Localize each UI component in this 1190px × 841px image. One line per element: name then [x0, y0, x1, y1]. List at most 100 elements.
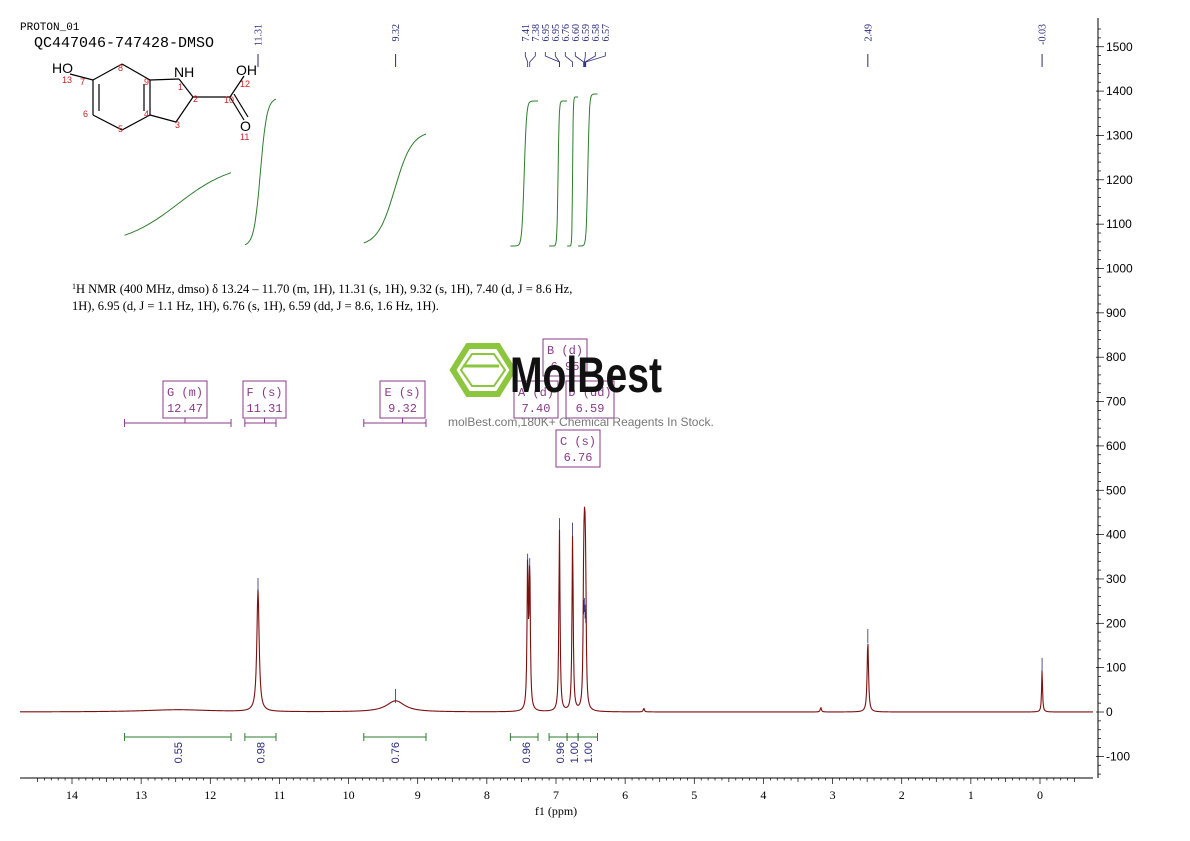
sample-title: QC447046-747428-DMSO: [34, 35, 214, 52]
peak-label: 6.95: [541, 24, 552, 42]
x-axis-tick-label: 14: [66, 788, 78, 802]
y-axis-tick-label: 1300: [1106, 128, 1133, 142]
peak-label: 7.41: [521, 24, 532, 42]
peak-label: 6.58: [591, 24, 602, 42]
spectrum: [20, 506, 1093, 713]
integral-curve: [124, 172, 232, 236]
nmr-description-line-1: 1H NMR (400 MHz, dmso) δ 13.24 – 11.70 (…: [72, 282, 572, 297]
y-axis-tick-label: -100: [1106, 749, 1130, 763]
atom-number: 12: [240, 79, 250, 89]
peak-label: 7.38: [531, 24, 542, 42]
y-axis-tick-label: 900: [1106, 306, 1126, 320]
y-axis-tick-label: 1100: [1106, 217, 1132, 231]
peak-label-connector: [584, 52, 596, 67]
integral-value: 0.98: [255, 742, 267, 763]
watermark-brand: MolBest: [510, 347, 662, 403]
x-axis-tick-label: 6: [622, 788, 628, 802]
multiplet-value: 6.59: [576, 402, 605, 416]
peak-label-connector: [574, 52, 585, 67]
integral-value: 0.96: [521, 742, 533, 763]
multiplet-label: F (s): [246, 386, 282, 400]
multiplet-value: 11.31: [246, 402, 282, 416]
multiplet-label: B (d): [547, 344, 583, 358]
x-axis-tick-label: 10: [343, 788, 355, 802]
peak-label-connector: [529, 52, 536, 67]
atom-number: 4: [144, 109, 149, 119]
peak-label: 6.59: [581, 24, 592, 42]
atom-number: 2: [193, 94, 198, 104]
y-axis: 1500140013001200110010009008007006005004…: [1096, 18, 1133, 778]
multiplet-label: G (m): [167, 386, 203, 400]
integral-curve: [578, 93, 598, 247]
peak-labels: 11.31 9.32 7.41 7.38 6.95 6.95 6.76 6.60 6.59 6.5…: [253, 24, 1049, 67]
multiplet-value: 7.40: [522, 402, 551, 416]
y-axis-tick-label: 600: [1106, 439, 1126, 453]
peak-label: 2.49: [863, 24, 874, 42]
peak-label: 11.31: [253, 24, 264, 46]
atom-label-nh: NH: [174, 64, 194, 80]
y-axis-tick-label: 400: [1106, 528, 1126, 542]
x-axis-tick-label: 3: [830, 788, 836, 802]
peak-label-connector: [585, 52, 606, 67]
experiment-title: PROTON_01: [20, 22, 80, 34]
y-axis-tick-label: 300: [1106, 572, 1126, 586]
x-axis-tick-label: 2: [899, 788, 905, 802]
y-axis-tick-label: 200: [1106, 616, 1126, 630]
molecule-structure: [69, 63, 249, 131]
peak-label: 6.60: [571, 24, 582, 42]
multiplet-label: E (s): [384, 386, 420, 400]
integral-value: 1.00: [583, 742, 595, 763]
peak-label: 6.95: [551, 24, 562, 42]
atom-number: 13: [62, 75, 72, 85]
y-axis-tick-label: 0: [1106, 705, 1113, 719]
x-axis-tick-label: 5: [691, 788, 697, 802]
x-axis-tick-label: 7: [553, 788, 559, 802]
x-axis-tick-label: 9: [415, 788, 421, 802]
nmr-description-line-1-text: H NMR (400 MHz, dmso) δ 13.24 – 11.70 (m…: [76, 282, 572, 296]
integral-value: 0.96: [555, 742, 567, 763]
y-axis-tick-label: 1500: [1106, 40, 1133, 54]
integral-curve: [567, 96, 579, 247]
molecule-atom-labels: HO NH OH O: [52, 60, 257, 134]
atom-number: 8: [118, 63, 123, 73]
integral-curve: [510, 100, 538, 247]
x-axis-tick-label: 1: [968, 788, 974, 802]
multiplet-boxes: G (m) 12.47 F (s) 11.31 E (s) 9.32 A (d) 7.40 B …: [124, 338, 615, 468]
integral-value: 0.76: [390, 742, 402, 763]
peak-label-connector: [564, 52, 573, 67]
atom-number: 6: [83, 109, 88, 119]
atom-number: 10: [224, 95, 234, 105]
integral-value: 1.00: [569, 742, 581, 763]
x-axis-tick-label: 4: [760, 788, 766, 802]
y-axis-tick-label: 1000: [1106, 262, 1133, 276]
y-axis-tick-label: 1400: [1106, 84, 1133, 98]
peak-label: 9.32: [391, 24, 402, 42]
nmr-description: 1H NMR (400 MHz, dmso) δ 13.24 – 11.70 (…: [72, 282, 572, 314]
atom-number: 1: [178, 82, 183, 92]
integral-value: 0.55: [173, 742, 185, 763]
atom-label-ho: HO: [52, 60, 73, 76]
molbest-logo-icon: [449, 343, 517, 397]
atom-number: 3: [175, 120, 180, 130]
nmr-description-superscript: 1: [72, 282, 76, 291]
x-axis-tick-label: 8: [484, 788, 490, 802]
y-axis-tick-label: 1200: [1106, 173, 1133, 187]
atom-number: 5: [118, 124, 123, 134]
nmr-description-line-2: 1H), 6.95 (d, J = 1.1 Hz, 1H), 6.76 (s, …: [72, 299, 439, 313]
integral-curves: [124, 93, 598, 247]
peak-label: -0.03: [1038, 24, 1049, 45]
atom-numbers: 13 7 8 9 1 2 10 12 6 5 4 3 11: [62, 63, 250, 142]
spectrum-trace: [20, 506, 1093, 713]
atom-label-oh: OH: [236, 62, 257, 78]
multiplet-value: 6.76: [564, 451, 593, 465]
multiplet-value: 6.95: [551, 360, 580, 374]
multiplet-box: [513, 380, 559, 419]
x-axis-label: f1 (ppm): [535, 804, 577, 818]
integral-curve: [549, 100, 568, 247]
peak-label-connector: [524, 52, 529, 67]
multiplet-value: 12.47: [167, 402, 203, 416]
multiplet-box: [555, 429, 601, 468]
integral-curve: [363, 133, 427, 244]
x-axis: 14 13 12 11 10 9 8 7 6 5 4 3 2 1 0: [20, 777, 1093, 802]
